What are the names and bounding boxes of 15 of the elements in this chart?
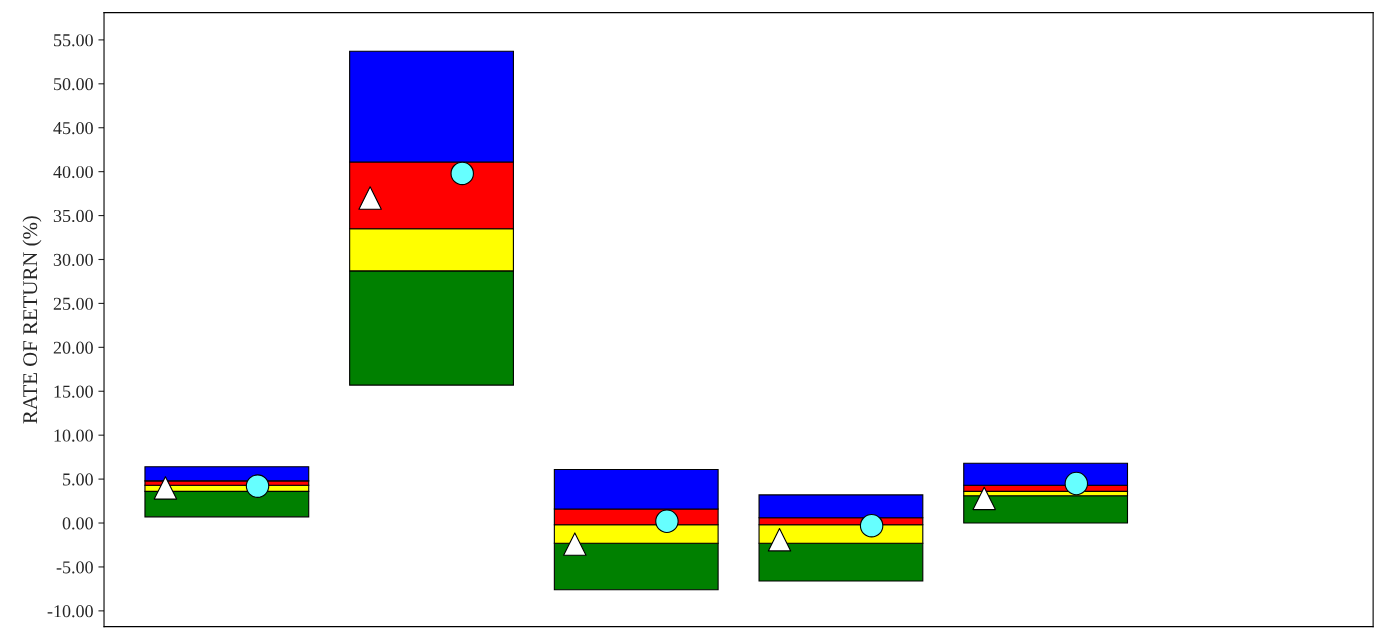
y-tick-label: -10.00 xyxy=(47,605,93,618)
y-axis-title: RATE OF RETURN (%) xyxy=(22,216,42,424)
y-tick-label: 25.00 xyxy=(53,297,93,310)
y-tick-label: 40.00 xyxy=(53,165,93,179)
y-tick-label: 0.00 xyxy=(62,517,93,530)
y-tick-label: 15.00 xyxy=(54,385,93,398)
y-tick-label: -5.00 xyxy=(56,561,93,574)
y-tick-label: 50.00 xyxy=(54,78,93,91)
y-tick-label: 5.00 xyxy=(63,473,93,486)
y-tick-label: 45.00 xyxy=(53,121,93,135)
y-tick-label: 20.00 xyxy=(53,341,93,354)
y-tick-label: 55.00 xyxy=(54,34,93,47)
y-tick-label: 10.00 xyxy=(54,429,93,442)
y-tick-label: 30.00 xyxy=(53,253,93,267)
y-tick-label: 35.00 xyxy=(53,209,93,223)
